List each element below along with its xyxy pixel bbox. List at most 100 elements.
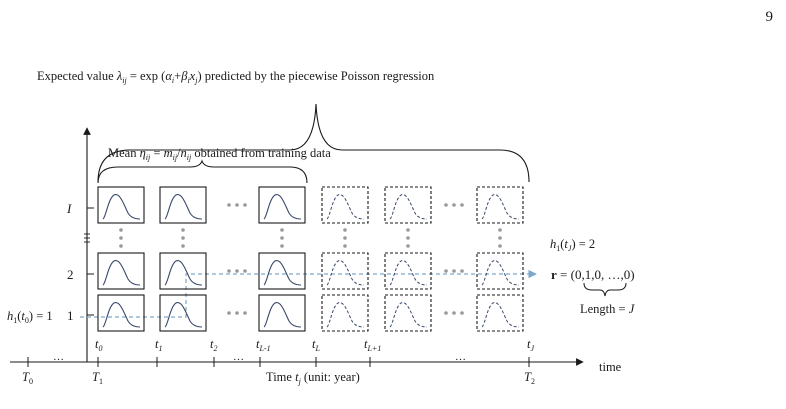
mean-label: Mean ηij = mij/nij obtained from trainin… <box>108 146 331 162</box>
curve-box <box>384 252 432 290</box>
page-number: 9 <box>766 9 774 25</box>
horizontal-ellipsis-dots <box>227 203 464 315</box>
density-curve <box>263 260 302 286</box>
vertical-dot <box>280 244 284 248</box>
T-label: T2 <box>524 370 535 386</box>
T-labels: T0 T1 T2 <box>22 370 535 386</box>
horizontal-dot <box>444 203 448 207</box>
horizontal-dot <box>235 311 239 315</box>
curve-box <box>97 186 145 224</box>
curve-box <box>159 252 207 290</box>
horizontal-dot <box>444 269 448 273</box>
horizontal-dot <box>444 311 448 315</box>
row-label-2: 2 <box>67 267 74 282</box>
vertical-dot <box>181 236 185 240</box>
horizontal-dot <box>452 203 456 207</box>
curve-box-frame <box>258 252 306 290</box>
t-label: tJ <box>527 337 534 353</box>
density-curve <box>326 302 365 328</box>
curve-box-frame <box>97 294 145 332</box>
row-label-1: 1 <box>67 308 74 323</box>
vertical-dot <box>119 236 123 240</box>
curve-box-frame <box>321 294 369 332</box>
curve-box <box>384 186 432 224</box>
density-curve <box>389 302 428 328</box>
curve-box <box>321 252 369 290</box>
t-label: tL+1 <box>364 337 381 353</box>
vertical-dot <box>343 228 347 232</box>
h1-t0-label: h1(t0) = 1 <box>7 309 53 325</box>
horizontal-dot <box>227 311 231 315</box>
vertical-dot <box>406 244 410 248</box>
horizontal-dot <box>235 203 239 207</box>
density-curve <box>326 194 365 220</box>
curve-box <box>384 294 432 332</box>
t-label: t2 <box>210 337 217 353</box>
vertical-dot <box>181 244 185 248</box>
density-curve <box>102 302 141 328</box>
time-word: time <box>599 360 622 374</box>
expected-value-label: Expected value λij = exp (αi+βixj) predi… <box>37 69 435 85</box>
vertical-dot <box>498 236 502 240</box>
axis-ellipsis-left: … <box>53 351 64 363</box>
density-curve <box>389 194 428 220</box>
curve-box <box>258 252 306 290</box>
curve-box-frame <box>384 186 432 224</box>
horizontal-dot <box>460 311 464 315</box>
T-label: T0 <box>22 370 33 386</box>
curve-box-frame <box>476 252 524 290</box>
curve-box-frame <box>97 252 145 290</box>
horizontal-dot <box>243 311 247 315</box>
density-curve <box>389 260 428 286</box>
curve-box-frame <box>321 252 369 290</box>
vertical-dot <box>406 236 410 240</box>
vertical-dot <box>280 236 284 240</box>
density-curve <box>263 194 302 220</box>
density-curve <box>481 194 520 220</box>
density-curve <box>164 260 203 286</box>
vertical-dot <box>498 244 502 248</box>
vertical-dot <box>343 244 347 248</box>
t-label: t1 <box>155 337 162 353</box>
curve-box-frame <box>159 294 207 332</box>
curve-box-frame <box>321 186 369 224</box>
horizontal-dot <box>460 269 464 273</box>
curve-box <box>476 294 524 332</box>
curve-box-frame <box>159 186 207 224</box>
density-curve <box>326 260 365 286</box>
curve-box <box>97 294 145 332</box>
horizontal-dot <box>452 269 456 273</box>
curve-box <box>159 186 207 224</box>
density-curve <box>481 260 520 286</box>
curve-box-frame <box>384 294 432 332</box>
t-label: tL <box>312 337 320 353</box>
density-curve <box>263 302 302 328</box>
h1-tJ-label: h1(tJ) = 2 <box>550 237 595 253</box>
curve-box-frame <box>258 294 306 332</box>
density-curve <box>164 302 203 328</box>
curve-box-frame <box>159 252 207 290</box>
time-axis-label: Time tj (unit: year) <box>266 370 360 386</box>
expected-value-brace <box>97 103 530 183</box>
vertical-dot <box>498 228 502 232</box>
vertical-dot <box>119 228 123 232</box>
curve-box-frame <box>258 186 306 224</box>
horizontal-dot <box>227 269 231 273</box>
axis-ellipsis-right: … <box>455 351 466 363</box>
curve-box-grid <box>97 186 524 332</box>
horizontal-dot <box>243 269 247 273</box>
curve-box <box>258 294 306 332</box>
time-axis-ticks <box>27 357 530 367</box>
horizontal-dot <box>452 311 456 315</box>
vertical-dot <box>280 228 284 232</box>
vertical-dot <box>406 228 410 232</box>
density-curve <box>481 302 520 328</box>
T-label: T1 <box>92 370 103 386</box>
curve-box <box>476 252 524 290</box>
mean-brace <box>97 159 308 184</box>
curve-box <box>258 186 306 224</box>
curve-box <box>321 294 369 332</box>
length-label: Length = J <box>580 302 636 316</box>
vertical-ellipsis-dots <box>119 228 502 248</box>
